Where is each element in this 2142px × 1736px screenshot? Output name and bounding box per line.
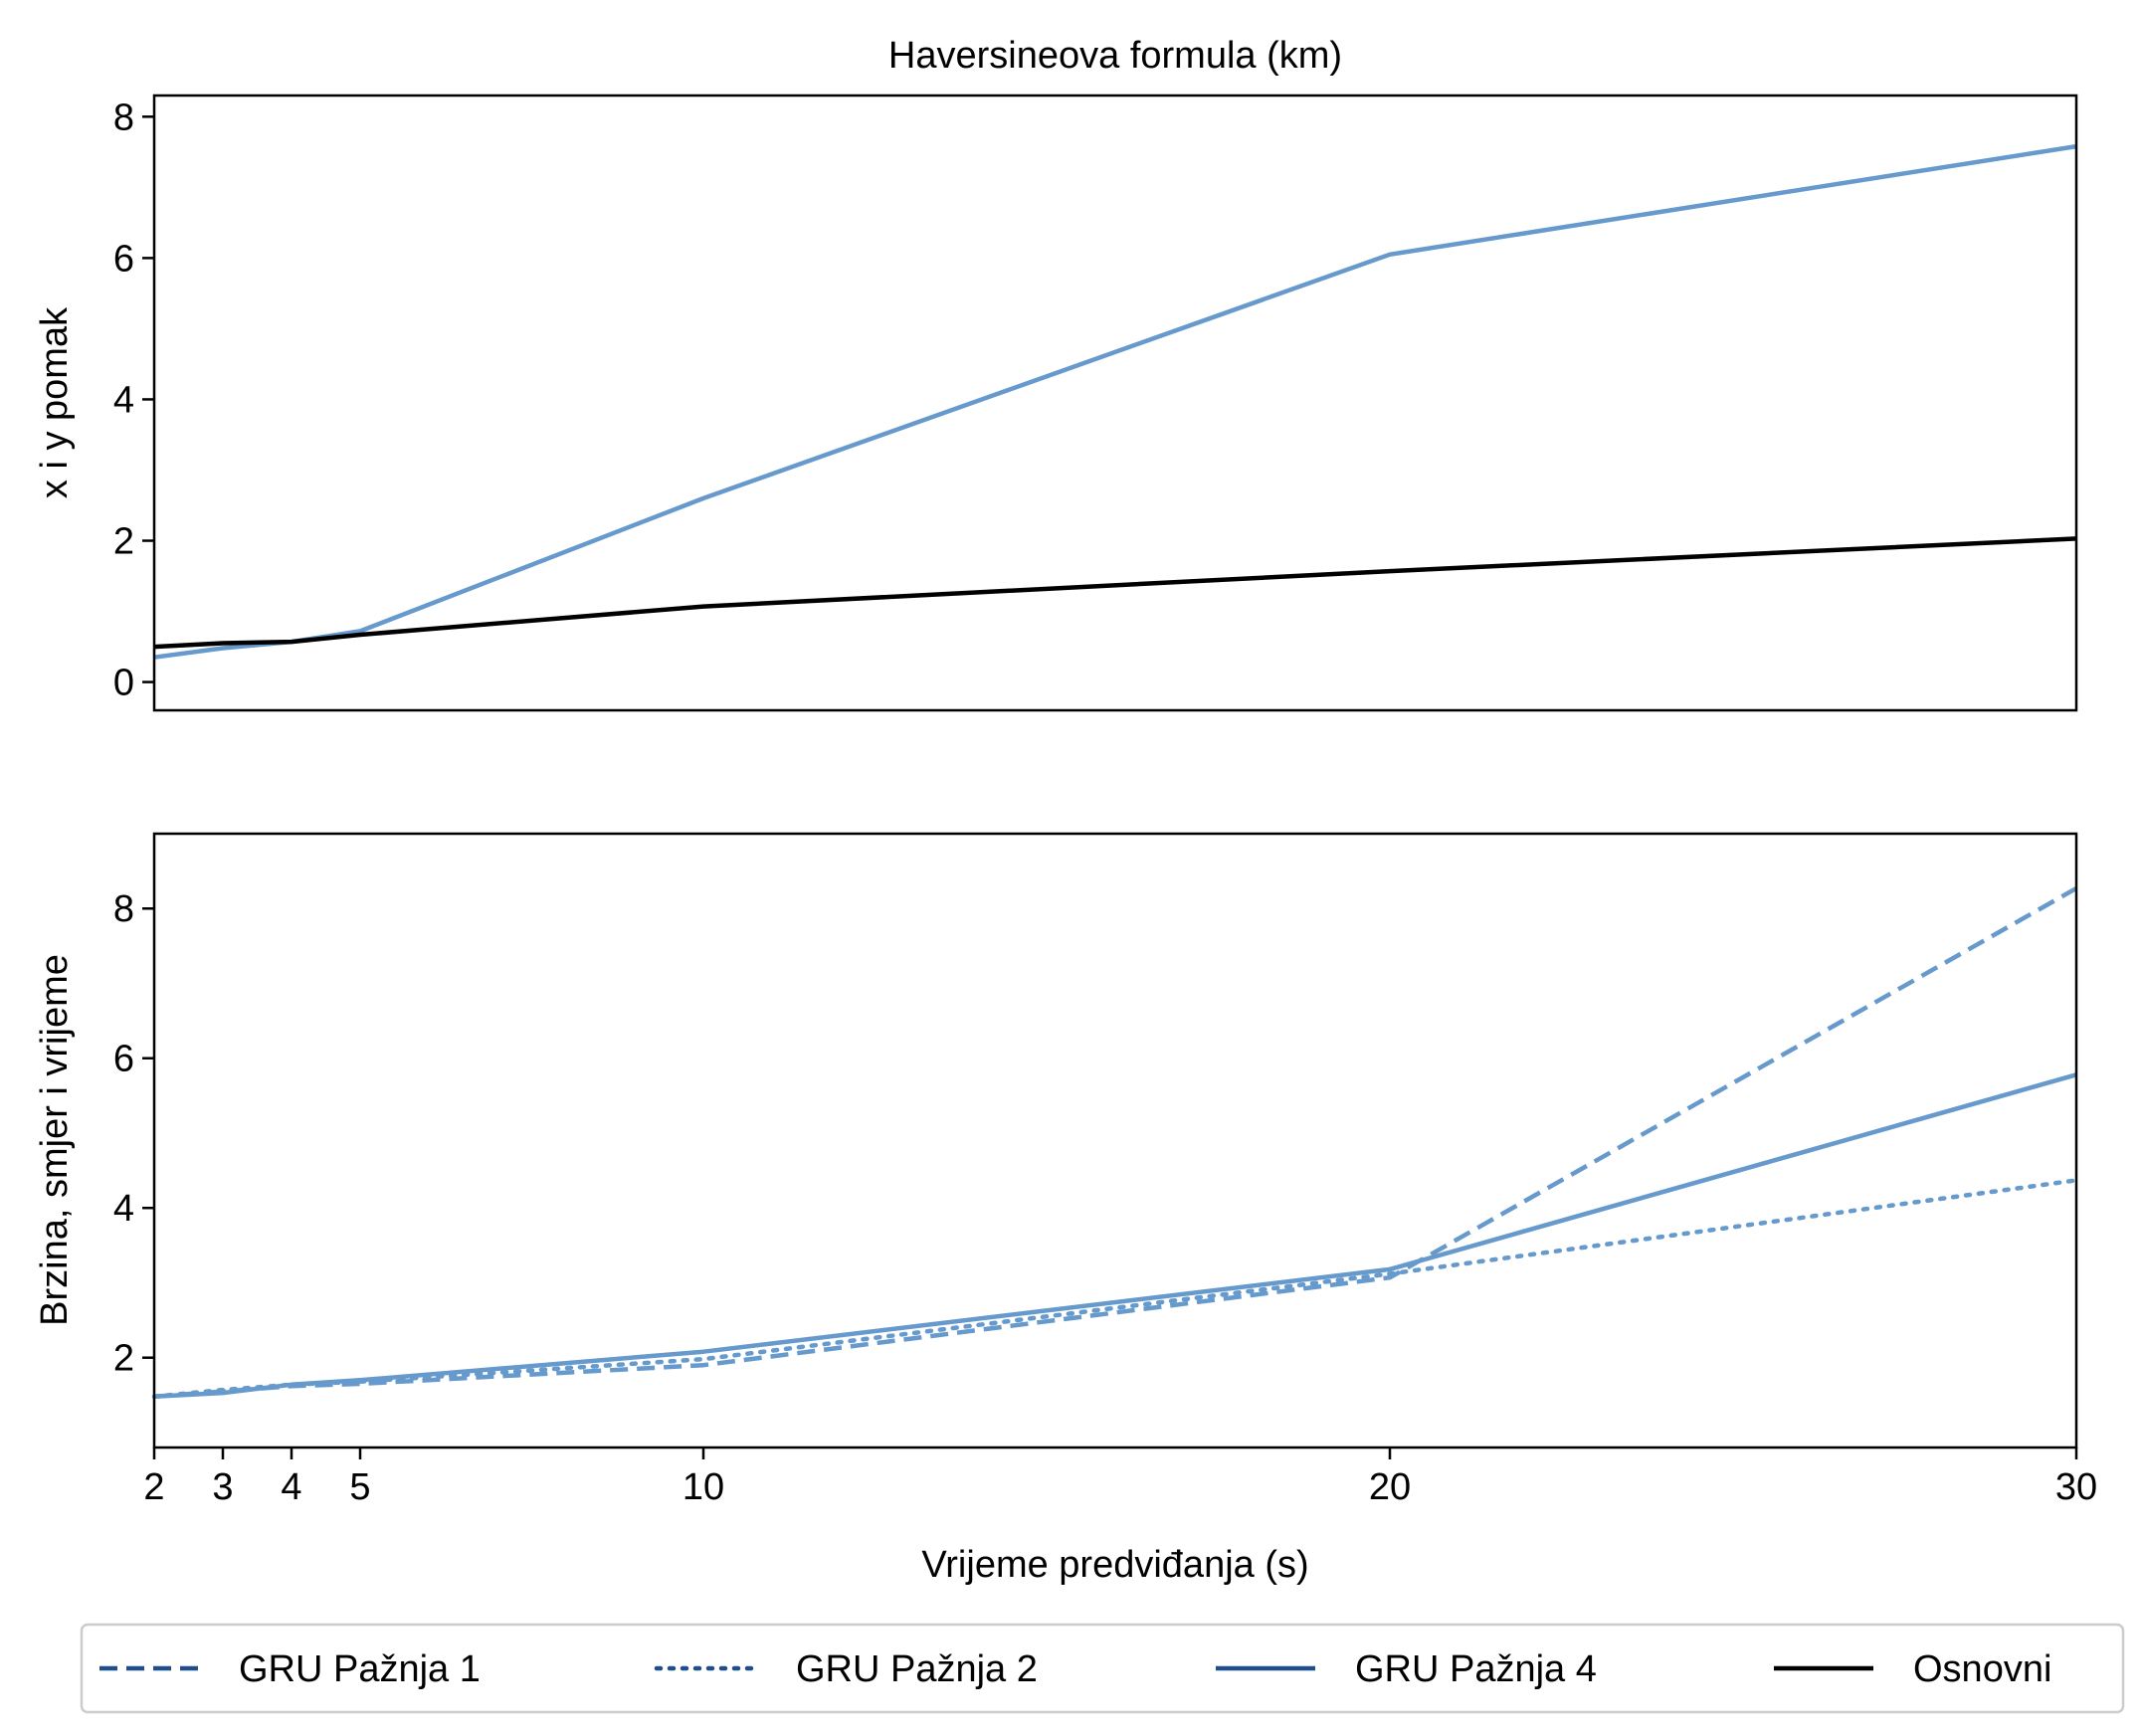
bottom-x-tick-label-0: 2 — [143, 1466, 164, 1508]
bottom-plot-frame — [152, 832, 2078, 1449]
bottom-y-tick-label-3: 8 — [113, 888, 134, 930]
bottom-x-axis: 2 3 4 5 10 20 30 — [143, 1447, 2097, 1508]
top-y-tick-label-4: 8 — [113, 96, 134, 138]
legend: GRU Pažnja 1 GRU Pažnja 2 GRU Pažnja 4 Osno… — [80, 1623, 2125, 1714]
legend-label-1: GRU Pažnja 1 — [239, 1648, 481, 1690]
bottom-y-tick-label-0: 2 — [113, 1338, 134, 1380]
bottom-series-line-3 — [153, 1072, 2077, 1400]
top-series-group — [153, 143, 2077, 660]
legend-label-4: Osnovni — [1913, 1648, 2051, 1690]
bottom-x-tick-label-6: 30 — [2055, 1466, 2097, 1508]
top-y-tick-label-2: 4 — [113, 379, 134, 421]
bottom-x-tick-label-4: 10 — [682, 1466, 724, 1508]
top-y-axis-label: x i y pomak — [34, 306, 76, 498]
bottom-series-line-2 — [151, 1178, 2079, 1400]
top-panel: Haversineova formula (km) 0 2 4 6 8 x i y po… — [34, 35, 2078, 712]
bottom-x-axis-label: Vrijeme predviđanja (s) — [921, 1544, 1308, 1586]
bottom-series-group — [151, 885, 2079, 1400]
bottom-series-line-1 — [153, 885, 2078, 1400]
bottom-x-tick-label-5: 20 — [1369, 1466, 1411, 1508]
top-y-axis: 0 2 4 6 8 — [113, 96, 154, 704]
bottom-y-axis-label: Brzina, smjer i vrijeme — [34, 954, 76, 1326]
top-series-line-2 — [153, 536, 2077, 650]
legend-box — [80, 1623, 2125, 1714]
top-plot-frame — [152, 94, 2078, 712]
top-chart-title: Haversineova formula (km) — [888, 35, 1342, 77]
top-y-tick-label-1: 2 — [113, 521, 134, 563]
bottom-x-tick-label-2: 4 — [281, 1466, 301, 1508]
bottom-y-axis: 2 4 6 8 — [113, 888, 154, 1380]
bottom-x-tick-label-3: 5 — [349, 1466, 370, 1508]
top-y-tick-label-3: 6 — [113, 238, 134, 280]
bottom-y-tick-label-1: 4 — [113, 1188, 134, 1230]
top-y-tick-label-0: 0 — [113, 663, 134, 704]
bottom-y-tick-label-2: 6 — [113, 1039, 134, 1080]
bottom-x-tick-label-1: 3 — [212, 1466, 233, 1508]
legend-label-2: GRU Pažnja 2 — [796, 1648, 1038, 1690]
legend-label-3: GRU Pažnja 4 — [1355, 1648, 1597, 1690]
top-series-line-1 — [153, 143, 2077, 660]
